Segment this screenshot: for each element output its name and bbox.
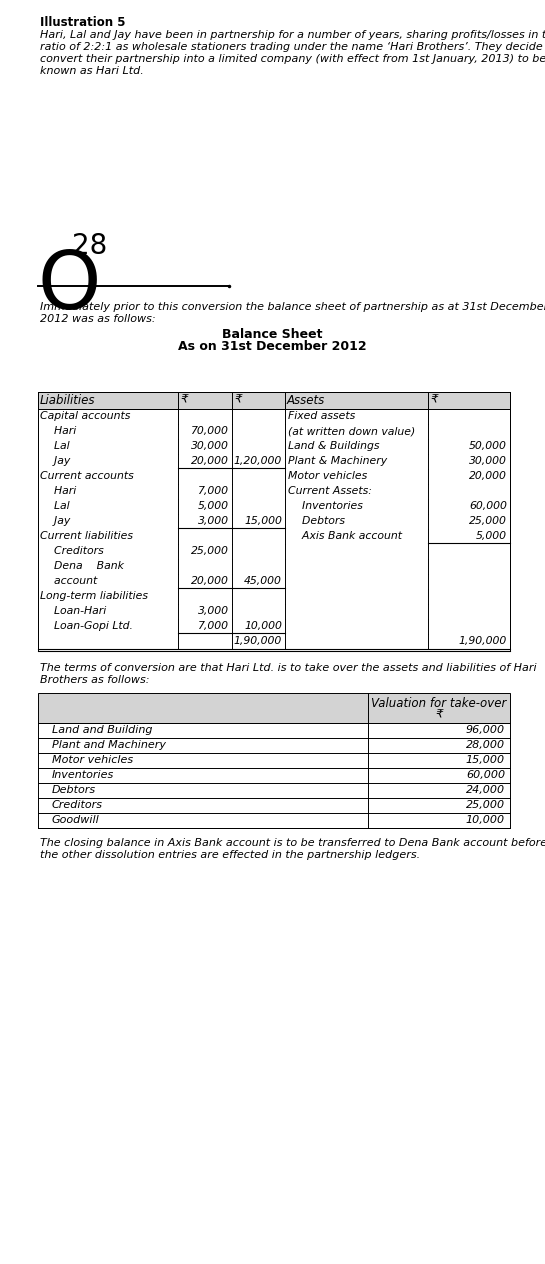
Text: 7,000: 7,000 — [198, 621, 229, 631]
Text: 15,000: 15,000 — [244, 516, 282, 526]
Text: 3,000: 3,000 — [198, 516, 229, 526]
Text: ₹: ₹ — [435, 709, 443, 722]
Text: As on 31st December 2012: As on 31st December 2012 — [178, 340, 366, 353]
Text: (at written down value): (at written down value) — [288, 426, 415, 436]
Text: Lal: Lal — [40, 501, 70, 511]
Text: 5,000: 5,000 — [198, 501, 229, 511]
Text: ₹: ₹ — [234, 394, 241, 407]
Text: 25,000: 25,000 — [191, 546, 229, 556]
Bar — [38, 392, 510, 410]
Text: 60,000: 60,000 — [469, 501, 507, 511]
Text: Lal: Lal — [40, 441, 70, 451]
Text: Hari: Hari — [40, 426, 76, 436]
Text: Immediately prior to this conversion the balance sheet of partnership as at 31st: Immediately prior to this conversion the… — [40, 302, 545, 312]
Text: 96,000: 96,000 — [466, 726, 505, 734]
Text: 28: 28 — [72, 233, 107, 260]
Text: 20,000: 20,000 — [469, 471, 507, 482]
Text: ₹: ₹ — [180, 394, 187, 407]
Text: Balance Sheet: Balance Sheet — [222, 327, 322, 341]
Text: 20,000: 20,000 — [191, 456, 229, 466]
Text: Long-term liabilities: Long-term liabilities — [40, 592, 148, 600]
Text: Fixed assets: Fixed assets — [288, 411, 355, 421]
Text: ratio of 2:2:1 as wholesale stationers trading under the name ‘Hari Brothers’. T: ratio of 2:2:1 as wholesale stationers t… — [40, 42, 545, 52]
Text: convert their partnership into a limited company (with effect from 1st January, : convert their partnership into a limited… — [40, 54, 545, 64]
Text: 3,000: 3,000 — [198, 605, 229, 616]
Text: Liabilities: Liabilities — [40, 394, 95, 407]
Text: Land and Building: Land and Building — [52, 726, 153, 734]
Text: Plant and Machinery: Plant and Machinery — [52, 739, 166, 750]
Text: Creditors: Creditors — [40, 546, 104, 556]
Text: Hari, Lal and Jay have been in partnership for a number of years, sharing profit: Hari, Lal and Jay have been in partnersh… — [40, 30, 545, 40]
Text: 2012 was as follows:: 2012 was as follows: — [40, 313, 156, 324]
Text: Jay: Jay — [40, 456, 70, 466]
Text: known as Hari Ltd.: known as Hari Ltd. — [40, 66, 144, 76]
Text: Inventories: Inventories — [288, 501, 363, 511]
Text: 1,20,000: 1,20,000 — [234, 456, 282, 466]
Text: 28,000: 28,000 — [466, 739, 505, 750]
Text: the other dissolution entries are effected in the partnership ledgers.: the other dissolution entries are effect… — [40, 849, 420, 860]
Text: Loan-Hari: Loan-Hari — [40, 605, 106, 616]
Text: 24,000: 24,000 — [466, 785, 505, 795]
Text: 1,90,000: 1,90,000 — [459, 636, 507, 646]
Text: 30,000: 30,000 — [191, 441, 229, 451]
Text: ₹: ₹ — [430, 394, 438, 407]
Text: 10,000: 10,000 — [244, 621, 282, 631]
Text: 70,000: 70,000 — [191, 426, 229, 436]
Text: O: O — [38, 248, 101, 326]
Text: Debtors: Debtors — [288, 516, 345, 526]
Text: Goodwill: Goodwill — [52, 815, 100, 825]
Text: 30,000: 30,000 — [469, 456, 507, 466]
Text: Assets: Assets — [287, 394, 325, 407]
Text: Dena    Bank: Dena Bank — [40, 561, 124, 571]
Text: 20,000: 20,000 — [191, 576, 229, 586]
Text: Illustration 5: Illustration 5 — [40, 16, 125, 29]
Text: Capital accounts: Capital accounts — [40, 411, 130, 421]
Text: Inventories: Inventories — [52, 770, 114, 780]
Text: 15,000: 15,000 — [466, 755, 505, 765]
Text: Current liabilities: Current liabilities — [40, 531, 133, 541]
Text: Current Assets:: Current Assets: — [288, 485, 372, 495]
Text: The closing balance in Axis Bank account is to be transferred to Dena Bank accou: The closing balance in Axis Bank account… — [40, 838, 545, 848]
Text: The terms of conversion are that Hari Ltd. is to take over the assets and liabil: The terms of conversion are that Hari Lt… — [40, 664, 537, 672]
Text: Jay: Jay — [40, 516, 70, 526]
Text: account: account — [40, 576, 97, 586]
Text: Creditors: Creditors — [52, 800, 103, 810]
Text: Axis Bank account: Axis Bank account — [288, 531, 402, 541]
Bar — [38, 693, 510, 723]
Text: 1,90,000: 1,90,000 — [234, 636, 282, 646]
Text: 25,000: 25,000 — [469, 516, 507, 526]
Text: 45,000: 45,000 — [244, 576, 282, 586]
Text: Debtors: Debtors — [52, 785, 96, 795]
Text: Motor vehicles: Motor vehicles — [52, 755, 133, 765]
Text: Land & Buildings: Land & Buildings — [288, 441, 379, 451]
Text: Current accounts: Current accounts — [40, 471, 134, 482]
Text: Valuation for take-over: Valuation for take-over — [371, 696, 507, 710]
Text: 10,000: 10,000 — [466, 815, 505, 825]
Text: 5,000: 5,000 — [476, 531, 507, 541]
Text: Loan-Gopi Ltd.: Loan-Gopi Ltd. — [40, 621, 133, 631]
Text: 7,000: 7,000 — [198, 485, 229, 495]
Text: 50,000: 50,000 — [469, 441, 507, 451]
Text: Plant & Machinery: Plant & Machinery — [288, 456, 387, 466]
Text: 60,000: 60,000 — [466, 770, 505, 780]
Text: Brothers as follows:: Brothers as follows: — [40, 675, 149, 685]
Text: 25,000: 25,000 — [466, 800, 505, 810]
Text: Motor vehicles: Motor vehicles — [288, 471, 367, 482]
Text: Hari: Hari — [40, 485, 76, 495]
